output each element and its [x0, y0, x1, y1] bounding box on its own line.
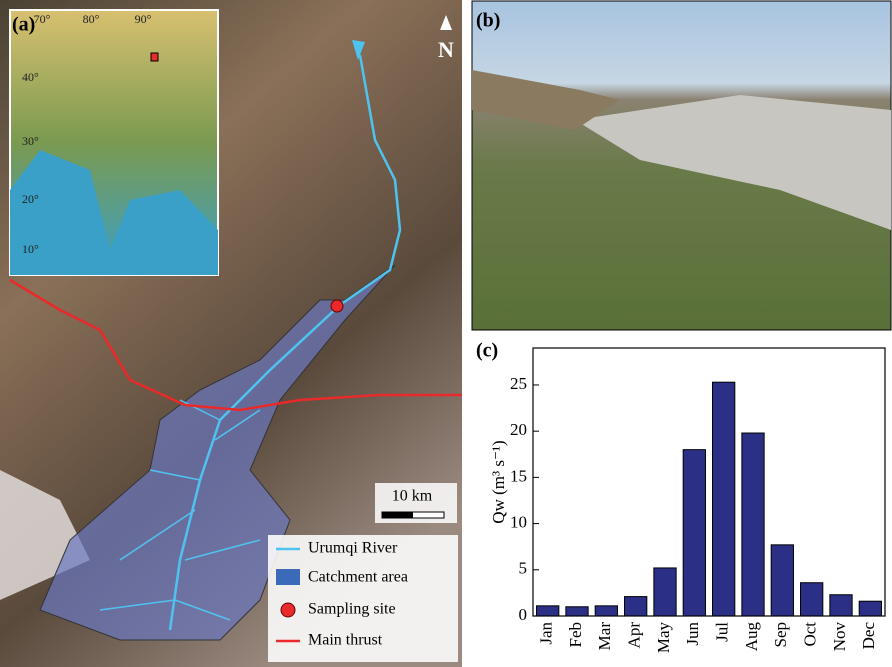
x-tick-label: Mar [595, 622, 614, 651]
inset-lat-label: 40° [22, 70, 39, 84]
legend-label: Urumqi River [308, 540, 398, 557]
y-tick-label: 5 [519, 559, 528, 578]
x-tick-label: Apr [625, 622, 644, 649]
photo-panel: (b) [472, 1, 891, 330]
sampling-site [331, 300, 343, 312]
inset-location [151, 53, 158, 61]
inset-lon-label: 90° [135, 12, 152, 26]
plot-frame [533, 348, 885, 616]
legend-label: Main thrust [308, 632, 383, 649]
x-tick-label: May [654, 622, 673, 654]
bar [537, 606, 559, 616]
x-tick-label: Jun [683, 622, 702, 646]
y-tick-label: 10 [510, 512, 527, 531]
x-tick-label: Dec [859, 622, 878, 650]
bar [683, 450, 705, 616]
bar [654, 568, 676, 616]
inset-lat-label: 10° [22, 242, 39, 256]
y-tick-label: 20 [510, 420, 527, 439]
x-tick-label: Sep [771, 622, 790, 648]
bar [566, 607, 588, 616]
bar [713, 382, 735, 616]
legend-label: Catchment area [308, 569, 408, 586]
chart-panel: (c) Qw (m³ s⁻¹) 0 5 10 15 20 25 Jan Feb Mar Apr Ma… [476, 340, 885, 654]
figure: 70° 80° 90° 40° 30° 20° 10° (a) N 10 km … [0, 0, 892, 667]
x-tick-label: Oct [801, 622, 820, 647]
x-tick-label: Nov [830, 622, 849, 652]
x-tick-label: Jul [713, 622, 732, 642]
inset-lat-label: 30° [22, 134, 39, 148]
panel-label: (a) [12, 14, 35, 36]
y-tick-label: 15 [510, 466, 527, 485]
legend-swatch [281, 603, 295, 617]
map-panel: 70° 80° 90° 40° 30° 20° 10° (a) N 10 km … [0, 0, 462, 667]
bar [595, 606, 617, 616]
x-tick-label: Aug [742, 622, 761, 652]
bar [742, 433, 764, 616]
inset-lon-label: 70° [34, 12, 51, 26]
legend-swatch [276, 569, 300, 585]
y-tick-label: 0 [519, 605, 528, 624]
x-tick-label: Feb [566, 622, 585, 648]
bar [625, 597, 647, 616]
inset-lat-label: 20° [22, 192, 39, 206]
panel-label: (b) [476, 10, 500, 32]
bar [771, 545, 793, 616]
scale-bar-half [382, 512, 413, 518]
y-tick-label: 25 [510, 374, 527, 393]
scale-label: 10 km [392, 488, 433, 505]
bar [801, 583, 823, 616]
inset-lon-label: 80° [83, 12, 100, 26]
x-tick-label: Jan [537, 622, 556, 645]
y-axis-label: Qw (m³ s⁻¹) [489, 440, 508, 523]
bar [859, 601, 881, 616]
legend-label: Sampling site [308, 601, 396, 618]
north-label: N [438, 37, 454, 62]
bar [830, 595, 852, 616]
panel-label: (c) [476, 340, 498, 362]
